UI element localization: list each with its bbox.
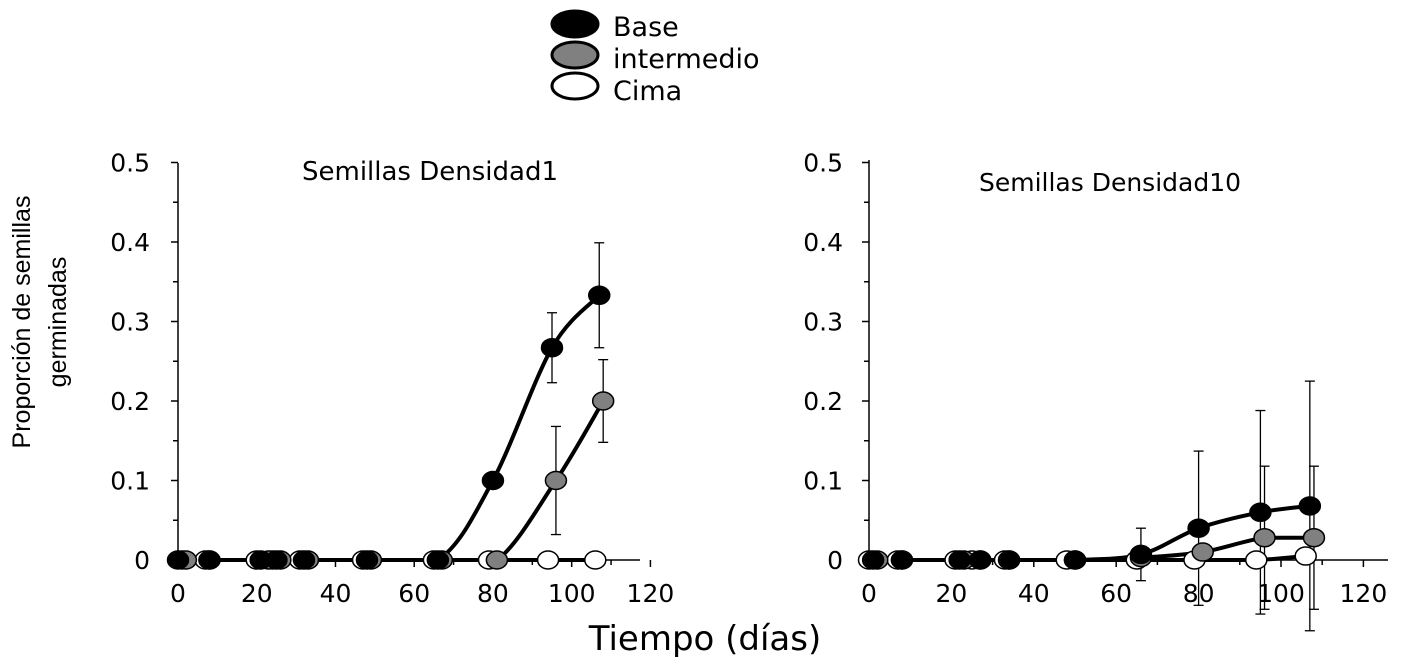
- y-tick-label: 0.2: [110, 387, 150, 416]
- data-point-base: [948, 550, 971, 570]
- data-point-cima: [1245, 550, 1268, 570]
- legend-label-intermedio: intermedio: [613, 44, 760, 75]
- x-tick-label: 60: [398, 579, 430, 608]
- fit-curve-base: [178, 293, 601, 563]
- data-point-base: [1129, 544, 1153, 565]
- data-point-intermedio: [1191, 542, 1214, 562]
- data-point-base: [540, 337, 564, 358]
- data-point-cima: [536, 550, 560, 570]
- data-point-base: [481, 470, 505, 491]
- data-point-base: [166, 550, 190, 570]
- y-tick-label: 0.4: [803, 228, 843, 257]
- data-point-base: [1249, 502, 1272, 523]
- chart-panel-densidad10: 00.10.20.30.40.50 20 40 60 80 100 120Semillas …: [803, 149, 1388, 632]
- data-point-intermedio: [485, 550, 509, 570]
- data-point-cima: [584, 550, 607, 570]
- x-tick-label: 0: [861, 579, 877, 608]
- data-point-cima: [1294, 546, 1317, 566]
- y-tick-label: 0.1: [110, 467, 150, 496]
- legend-marker-cima: [550, 71, 600, 101]
- data-point-base: [1063, 550, 1087, 570]
- legend-marker-base: [550, 9, 600, 39]
- legend: Base intermedio Cima: [550, 9, 760, 107]
- y-axis-label-line-2: germinadas: [44, 257, 72, 388]
- y-tick-label: 0: [134, 546, 150, 575]
- data-point-base: [426, 550, 450, 570]
- data-point-base: [198, 550, 221, 570]
- data-point-base: [1298, 496, 1322, 516]
- data-point-base: [968, 550, 992, 570]
- x-tick-label: 20: [241, 579, 273, 608]
- panel-title: Semillas Densidad1: [302, 157, 558, 187]
- data-point-intermedio: [1253, 527, 1276, 548]
- data-point-base: [355, 550, 379, 570]
- x-tick-label: 60: [1100, 579, 1132, 608]
- data-point-base: [890, 550, 914, 570]
- legend-marker-intermedio: [550, 40, 600, 70]
- y-axis-label-line-1: Proporción de semillas: [8, 196, 36, 449]
- y-tick-label: 0.3: [110, 308, 150, 337]
- y-tick-label: 0.2: [803, 387, 843, 416]
- x-tick-label: 80: [477, 579, 509, 608]
- y-tick-label: 0: [827, 546, 843, 575]
- data-point-base: [587, 285, 611, 306]
- y-tick-label: 0.5: [803, 149, 843, 178]
- fit-curve-base: [873, 503, 1311, 563]
- x-tick-label: 40: [1018, 579, 1050, 608]
- x-tick-label: 40: [320, 579, 352, 608]
- y-tick-label: 0.3: [803, 308, 843, 337]
- x-tick-label: 120: [627, 579, 675, 608]
- legend-label-cima: Cima: [613, 76, 682, 107]
- panel-title: Semillas Densidad10: [979, 168, 1241, 197]
- data-point-base: [997, 550, 1021, 570]
- data-point-base: [292, 550, 316, 570]
- fit-curve-intermedio: [185, 399, 605, 563]
- y-tick-label: 0.4: [110, 228, 150, 257]
- x-tick-label: 20: [935, 579, 967, 608]
- data-point-intermedio: [1302, 527, 1326, 548]
- data-point-intermedio: [544, 470, 568, 491]
- x-axis-label: Tiempo (días): [588, 619, 822, 659]
- fit-curve-cima: [869, 554, 1306, 563]
- legend-label-base: Base: [613, 12, 679, 43]
- y-tick-label: 0.1: [803, 467, 843, 496]
- y-tick-label: 0.5: [110, 149, 150, 178]
- data-point-base: [265, 550, 288, 570]
- data-point-intermedio: [591, 391, 615, 411]
- chart-panel-densidad1: 0 0.1 0.2 0.3 0.4 0.5 0 20 40 60 80 100 120 Semillas …: [110, 149, 674, 609]
- x-tick-label: 120: [1340, 579, 1388, 608]
- x-tick-label: 100: [548, 579, 596, 608]
- data-point-base: [861, 550, 885, 570]
- data-point-base: [1187, 518, 1210, 538]
- x-tick-label: 0: [170, 579, 186, 608]
